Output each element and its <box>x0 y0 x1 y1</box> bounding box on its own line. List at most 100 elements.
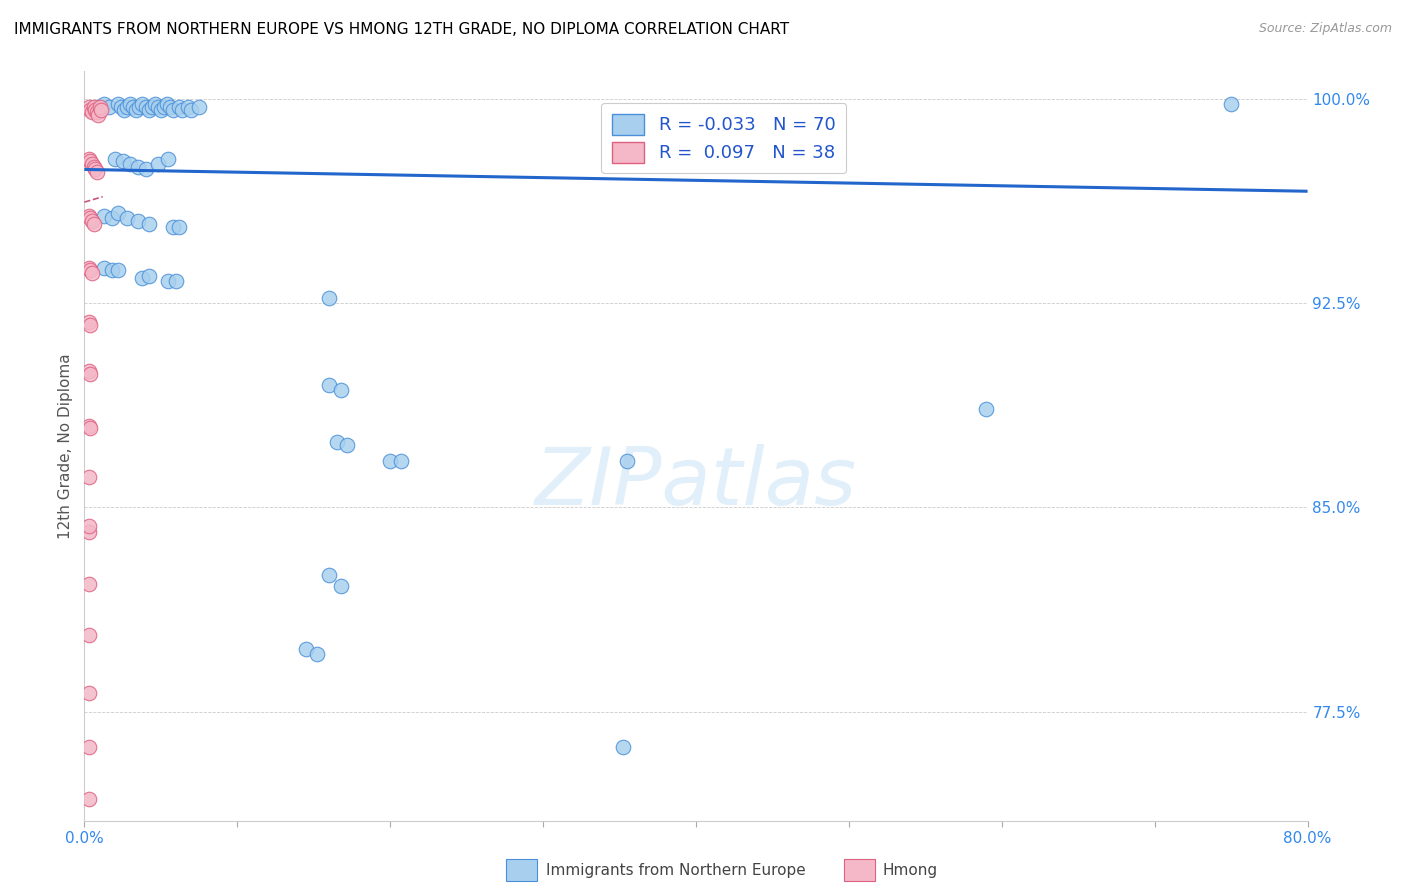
Point <box>976 402 998 417</box>
Point <box>167 219 190 234</box>
Point <box>79 421 101 435</box>
Point <box>125 103 148 117</box>
Y-axis label: 12th Grade, No Diploma: 12th Grade, No Diploma <box>58 353 73 539</box>
Point <box>86 105 108 120</box>
Point <box>79 367 101 381</box>
Point <box>167 100 190 114</box>
Point <box>612 740 634 755</box>
Point <box>330 383 353 397</box>
Point <box>77 519 100 533</box>
Point <box>77 628 100 642</box>
Point <box>77 152 100 166</box>
Point <box>93 260 115 275</box>
Point <box>131 97 153 112</box>
Point <box>79 263 101 277</box>
Point <box>80 105 103 120</box>
Point <box>138 217 160 231</box>
Point <box>157 152 180 166</box>
Point <box>305 648 328 662</box>
Point <box>80 266 103 280</box>
Point <box>115 100 138 114</box>
Point <box>104 152 127 166</box>
Point <box>80 157 103 171</box>
Point <box>135 162 157 177</box>
Point <box>101 211 124 226</box>
Point <box>107 206 129 220</box>
Point <box>90 103 112 117</box>
Point <box>77 209 100 223</box>
Point <box>141 100 163 114</box>
Point <box>86 165 108 179</box>
Point <box>643 141 665 155</box>
Point <box>325 434 347 449</box>
Point <box>157 274 180 288</box>
Point <box>128 100 150 114</box>
Point <box>77 740 100 755</box>
Point <box>79 103 101 117</box>
Point <box>138 103 160 117</box>
Point <box>83 100 105 114</box>
Point <box>80 214 103 228</box>
Point <box>318 291 340 305</box>
Point <box>146 157 169 171</box>
Point <box>295 642 318 657</box>
Point <box>84 103 107 117</box>
Point <box>110 100 132 114</box>
Point <box>89 100 111 114</box>
Point <box>616 454 638 468</box>
Point <box>180 103 202 117</box>
Point <box>79 318 101 332</box>
Point <box>83 217 105 231</box>
Point <box>77 315 100 329</box>
Point <box>336 437 359 451</box>
Point <box>83 160 105 174</box>
Legend: R = -0.033   N = 70, R =  0.097   N = 38: R = -0.033 N = 70, R = 0.097 N = 38 <box>600 103 846 173</box>
Point <box>77 685 100 699</box>
Point <box>120 157 142 171</box>
Point <box>77 524 100 539</box>
Point <box>188 100 211 114</box>
Point <box>330 579 353 593</box>
Point <box>93 209 115 223</box>
Point <box>112 103 135 117</box>
Point <box>77 260 100 275</box>
Point <box>107 263 129 277</box>
Point <box>156 97 179 112</box>
Point <box>149 103 172 117</box>
Point <box>127 214 149 228</box>
Point <box>122 100 145 114</box>
Point <box>120 97 142 112</box>
Text: IMMIGRANTS FROM NORTHERN EUROPE VS HMONG 12TH GRADE, NO DIPLOMA CORRELATION CHAR: IMMIGRANTS FROM NORTHERN EUROPE VS HMONG… <box>14 22 789 37</box>
Point <box>138 268 160 283</box>
Point <box>162 219 184 234</box>
Point <box>87 108 110 122</box>
Text: Source: ZipAtlas.com: Source: ZipAtlas.com <box>1258 22 1392 36</box>
Point <box>159 100 181 114</box>
Point <box>107 97 129 112</box>
Point <box>97 100 120 114</box>
Point <box>93 97 115 112</box>
Point <box>131 271 153 285</box>
Text: Hmong: Hmong <box>883 863 938 878</box>
Point <box>162 103 184 117</box>
Point <box>79 154 101 169</box>
Point <box>115 211 138 226</box>
Text: Immigrants from Northern Europe: Immigrants from Northern Europe <box>546 863 806 878</box>
Point <box>111 154 134 169</box>
Point <box>77 470 100 484</box>
Point <box>318 568 340 582</box>
Point <box>127 160 149 174</box>
Point <box>318 377 340 392</box>
Point <box>1220 97 1243 112</box>
Point <box>84 162 107 177</box>
Point <box>77 576 100 591</box>
Point <box>77 364 100 378</box>
Point <box>153 100 176 114</box>
Point <box>146 100 169 114</box>
Point <box>135 100 157 114</box>
Point <box>380 454 402 468</box>
Point <box>101 263 124 277</box>
Point <box>79 211 101 226</box>
Point <box>389 454 412 468</box>
Point <box>87 100 110 114</box>
